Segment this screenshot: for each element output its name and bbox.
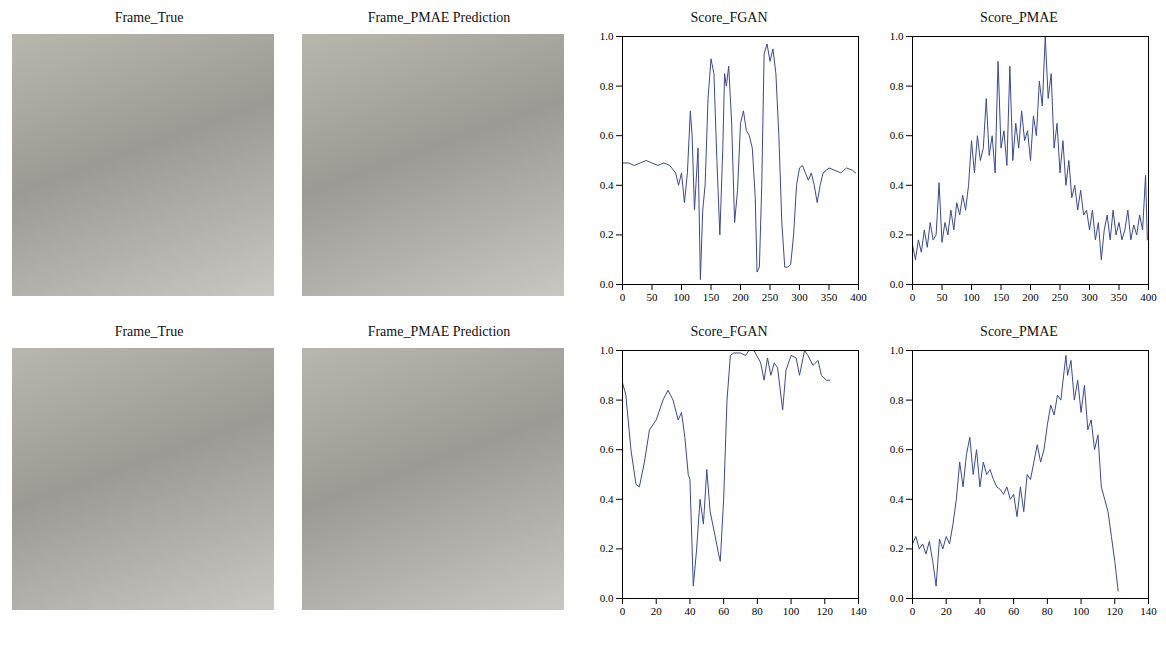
svg-text:0.4: 0.4 bbox=[890, 493, 904, 505]
svg-text:60: 60 bbox=[1008, 605, 1020, 617]
html-text:Score_FGAN: Score_FGAN bbox=[690, 10, 768, 25]
svg-text:120: 120 bbox=[1107, 605, 1124, 617]
svg-text:0.4: 0.4 bbox=[890, 179, 904, 191]
svg-text:0.4: 0.4 bbox=[600, 179, 614, 191]
svg-text:100: 100 bbox=[963, 291, 980, 303]
svg-text:0.4: 0.4 bbox=[600, 493, 614, 505]
svg-text:300: 300 bbox=[1081, 291, 1098, 303]
svg-text:200: 200 bbox=[732, 291, 749, 303]
svg-text:1.0: 1.0 bbox=[600, 30, 614, 42]
svg-text:20: 20 bbox=[651, 605, 663, 617]
svg-text:0.0: 0.0 bbox=[600, 278, 614, 290]
svg-text:100: 100 bbox=[783, 605, 800, 617]
svg-text:80: 80 bbox=[752, 605, 764, 617]
svg-text:0.2: 0.2 bbox=[890, 542, 904, 554]
svg-text:350: 350 bbox=[821, 291, 838, 303]
svg-text:1.0: 1.0 bbox=[890, 344, 904, 356]
svg-text:0: 0 bbox=[910, 605, 916, 617]
svg-text:20: 20 bbox=[941, 605, 953, 617]
svg-text:400: 400 bbox=[1140, 291, 1157, 303]
svg-text:50: 50 bbox=[937, 291, 949, 303]
svg-text:40: 40 bbox=[684, 605, 696, 617]
svg-text:400: 400 bbox=[850, 291, 867, 303]
html-text:Score_FGAN: Score_FGAN bbox=[690, 324, 768, 339]
svg-text:0.2: 0.2 bbox=[600, 542, 614, 554]
svg-text:0.0: 0.0 bbox=[600, 592, 614, 604]
svg-text:250: 250 bbox=[762, 291, 779, 303]
svg-text:100: 100 bbox=[1073, 605, 1090, 617]
svg-text:0.8: 0.8 bbox=[600, 394, 614, 406]
svg-text:0: 0 bbox=[620, 605, 626, 617]
svg-text:0.8: 0.8 bbox=[890, 394, 904, 406]
svg-text:100: 100 bbox=[673, 291, 690, 303]
html-text:Frame_True: Frame_True bbox=[114, 324, 184, 339]
svg-text:0.2: 0.2 bbox=[600, 228, 614, 240]
svg-text:1.0: 1.0 bbox=[890, 30, 904, 42]
svg-text:150: 150 bbox=[993, 291, 1010, 303]
svg-text:140: 140 bbox=[850, 605, 867, 617]
svg-text:350: 350 bbox=[1111, 291, 1128, 303]
html-text:Frame_True: Frame_True bbox=[114, 10, 184, 25]
svg-text:0.2: 0.2 bbox=[890, 228, 904, 240]
svg-text:0.0: 0.0 bbox=[890, 278, 904, 290]
html-text:Score_PMAE: Score_PMAE bbox=[980, 324, 1058, 339]
svg-text:300: 300 bbox=[791, 291, 808, 303]
svg-text:0.6: 0.6 bbox=[890, 129, 904, 141]
svg-text:200: 200 bbox=[1022, 291, 1039, 303]
svg-text:0.8: 0.8 bbox=[600, 80, 614, 92]
svg-text:80: 80 bbox=[1042, 605, 1054, 617]
html-text:Score_PMAE: Score_PMAE bbox=[980, 10, 1058, 25]
svg-text:60: 60 bbox=[718, 605, 730, 617]
html-text:Frame_PMAE Prediction: Frame_PMAE Prediction bbox=[367, 10, 511, 25]
svg-text:0.6: 0.6 bbox=[600, 129, 614, 141]
html-text:Frame_PMAE Prediction: Frame_PMAE Prediction bbox=[367, 324, 511, 339]
svg-text:250: 250 bbox=[1052, 291, 1069, 303]
svg-text:0.6: 0.6 bbox=[890, 443, 904, 455]
svg-text:1.0: 1.0 bbox=[600, 344, 614, 356]
svg-text:150: 150 bbox=[703, 291, 720, 303]
svg-text:50: 50 bbox=[647, 291, 659, 303]
svg-text:0.8: 0.8 bbox=[890, 80, 904, 92]
svg-text:0.0: 0.0 bbox=[890, 592, 904, 604]
svg-text:0.6: 0.6 bbox=[600, 443, 614, 455]
svg-text:140: 140 bbox=[1140, 605, 1157, 617]
svg-text:0: 0 bbox=[910, 291, 916, 303]
svg-text:40: 40 bbox=[974, 605, 986, 617]
svg-text:0: 0 bbox=[620, 291, 626, 303]
svg-text:120: 120 bbox=[817, 605, 834, 617]
